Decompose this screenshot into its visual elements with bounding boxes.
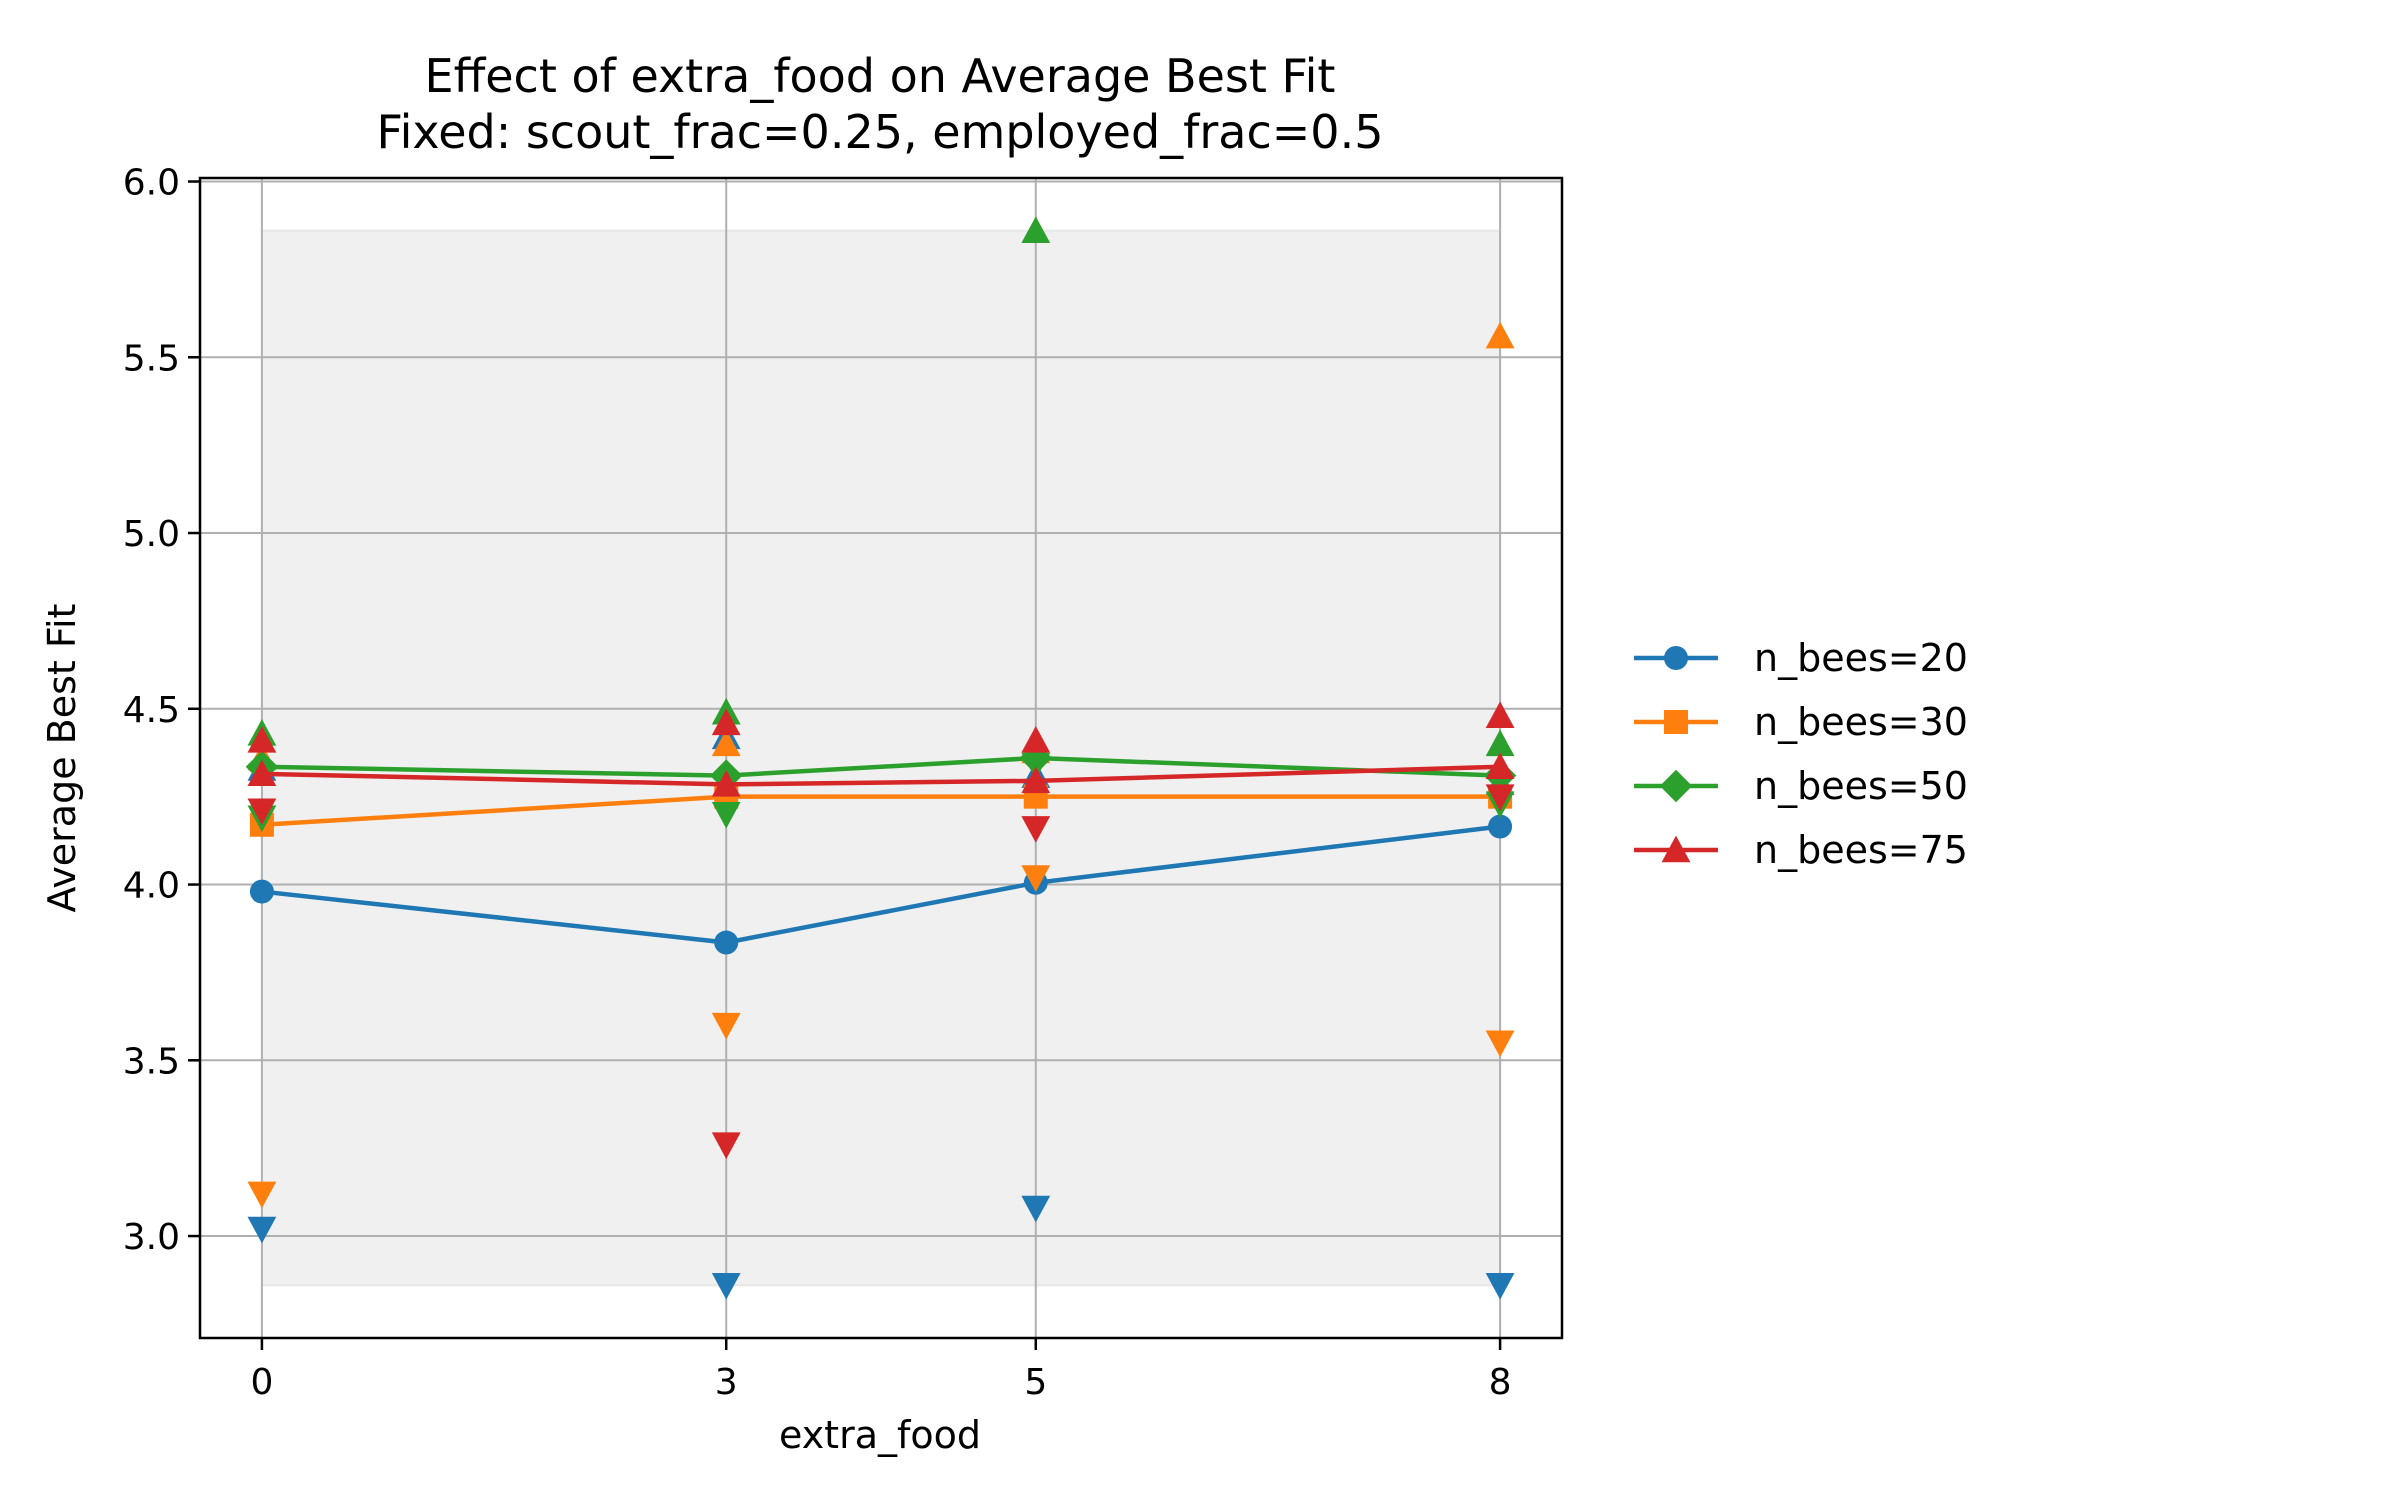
legend-marker [1664,710,1688,734]
data-point [714,930,739,955]
y-tick-label: 3.0 [123,1217,180,1258]
data-point [1021,766,1051,794]
series-line [261,764,1501,787]
y-tick-label: 3.5 [123,1041,180,1082]
legend-item: n_bees=20 [1634,636,1968,680]
min-marker [711,1132,741,1160]
legend-item: n_bees=75 [1634,828,1968,872]
series-layer [245,216,1517,1300]
x-tick-label: 5 [1024,1362,1047,1403]
legend-marker [1664,646,1688,670]
max-marker [1485,701,1515,729]
legend-label: n_bees=50 [1754,764,1968,808]
min-marker [711,802,741,829]
x-tick-label: 0 [250,1362,273,1403]
min-marker [711,1012,741,1040]
min-marker [1021,1195,1051,1223]
legend-label: n_bees=30 [1754,700,1968,744]
legend-label: n_bees=20 [1754,636,1968,680]
legend-marker [1661,835,1691,863]
x-tick-label: 3 [715,1362,738,1403]
max-marker [1021,726,1051,753]
series-line [261,824,1501,945]
data-point [711,769,741,797]
series-n-bees-75 [247,701,1515,1160]
plot-background [260,229,1502,1287]
min-marker [1021,816,1051,843]
max-marker [711,708,741,736]
min-marker [1485,1030,1515,1058]
x-tick-label: 8 [1489,1362,1512,1403]
shaded-range-band [260,229,1502,1287]
legend-item: n_bees=30 [1634,700,1968,744]
max-marker [247,726,277,753]
plot-frame [198,176,1564,1340]
y-tick-label: 6.0 [123,163,180,204]
legend-item: n_bees=50 [1634,764,1968,808]
max-marker [711,729,741,757]
x-axis-label: extra_food [779,1413,981,1457]
chart-title: Effect of extra_food on Average Best Fit [425,49,1336,103]
min-marker [1485,1273,1515,1300]
min-marker [1485,784,1515,812]
legend-label: n_bees=75 [1754,828,1968,872]
series-line [261,755,1501,778]
max-marker [1485,729,1515,757]
max-marker [1485,321,1515,349]
y-tick-label: 4.0 [123,866,180,907]
min-marker [247,1181,277,1209]
axes: 0 3 5 8 3.0 3.5 4.0 4.5 5.0 5.5 6.0 [123,163,1564,1403]
min-marker [247,1216,277,1244]
max-marker [1021,216,1051,243]
min-marker [711,1273,741,1300]
y-tick-label: 5.0 [123,514,180,555]
data-point [1488,814,1513,839]
legend: n_bees=20 n_bees=30 n_bees=50 n_bees=75 [1634,636,1968,872]
legend-marker [1659,769,1693,803]
y-tick-label: 4.5 [123,690,180,731]
min-marker [247,798,277,826]
chart-subtitle: Fixed: scout_frac=0.25, employed_frac=0.… [377,105,1384,159]
series-line [261,794,1501,828]
min-marker [1021,865,1051,892]
y-axis-label: Average Best Fit [40,604,84,913]
data-point [247,759,277,787]
data-point [249,879,274,904]
data-point [1485,752,1515,780]
y-tick-label: 5.5 [123,338,180,379]
